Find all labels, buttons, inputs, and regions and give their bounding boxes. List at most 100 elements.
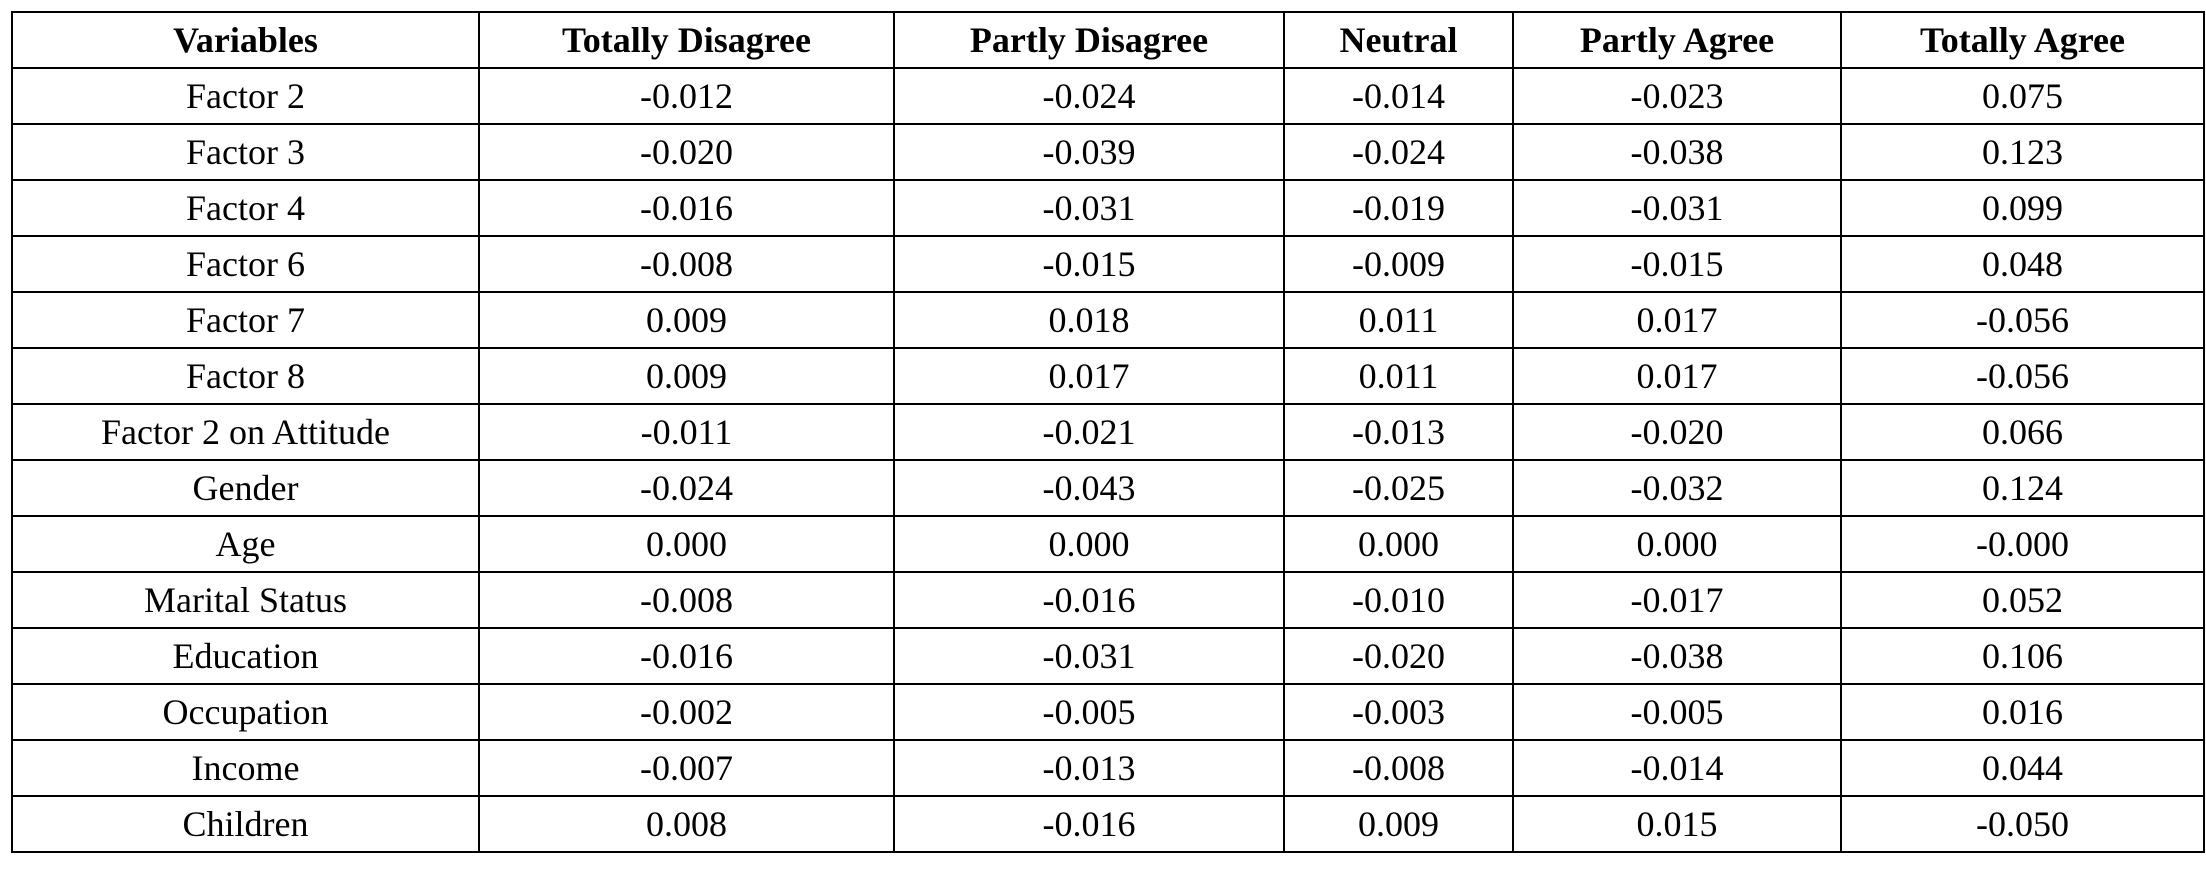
table-cell: -0.038 (1512, 123, 1842, 181)
table-row: Factor 2 on Attitude -0.011 -0.021 -0.013 -0… (11, 403, 2205, 461)
table-cell: -0.031 (893, 179, 1285, 237)
table-cell: -0.009 (1283, 235, 1514, 293)
table-cell: 0.124 (1840, 459, 2205, 517)
table-cell: -0.013 (893, 739, 1285, 797)
table-cell: -0.007 (478, 739, 895, 797)
table-cell: -0.020 (1512, 403, 1842, 461)
table-cell: -0.012 (478, 67, 895, 125)
table-cell: -0.021 (893, 403, 1285, 461)
table-cell: -0.020 (478, 123, 895, 181)
table-cell: 0.066 (1840, 403, 2205, 461)
table-cell: -0.017 (1512, 571, 1842, 629)
table-cell: -0.015 (893, 235, 1285, 293)
row-label: Income (11, 739, 480, 797)
table-cell: 0.008 (478, 795, 895, 853)
table-cell: 0.123 (1840, 123, 2205, 181)
table-row: Income -0.007 -0.013 -0.008 -0.014 0.044 (11, 739, 2205, 797)
table-cell: -0.008 (1283, 739, 1514, 797)
row-label: Factor 6 (11, 235, 480, 293)
table-row: Factor 4 -0.016 -0.031 -0.019 -0.031 0.099 (11, 179, 2205, 237)
table-cell: 0.009 (1283, 795, 1514, 853)
table-cell: -0.024 (893, 67, 1285, 125)
table-cell: -0.024 (1283, 123, 1514, 181)
column-header: Partly Disagree (893, 11, 1285, 69)
table-row: Education -0.016 -0.031 -0.020 -0.038 0.106 (11, 627, 2205, 685)
table-cell: -0.024 (478, 459, 895, 517)
table-cell: -0.003 (1283, 683, 1514, 741)
table-cell: -0.015 (1512, 235, 1842, 293)
table-cell: 0.000 (1283, 515, 1514, 573)
column-header: Partly Agree (1512, 11, 1842, 69)
table-cell: -0.014 (1512, 739, 1842, 797)
table-row: Age 0.000 0.000 0.000 0.000 -0.000 (11, 515, 2205, 573)
table-cell: -0.032 (1512, 459, 1842, 517)
table-cell: -0.011 (478, 403, 895, 461)
table-row: Factor 3 -0.020 -0.039 -0.024 -0.038 0.123 (11, 123, 2205, 181)
row-label: Factor 8 (11, 347, 480, 405)
table-cell: -0.008 (478, 571, 895, 629)
table-cell: 0.106 (1840, 627, 2205, 685)
table-cell: 0.048 (1840, 235, 2205, 293)
table-cell: 0.011 (1283, 291, 1514, 349)
row-label: Children (11, 795, 480, 853)
row-label: Age (11, 515, 480, 573)
table-cell: -0.025 (1283, 459, 1514, 517)
table-cell: 0.017 (1512, 347, 1842, 405)
table-cell: -0.050 (1840, 795, 2205, 853)
table-row: Children 0.008 -0.016 0.009 0.015 -0.050 (11, 795, 2205, 853)
table-cell: -0.005 (893, 683, 1285, 741)
table-cell: 0.017 (1512, 291, 1842, 349)
table-cell: -0.008 (478, 235, 895, 293)
table-cell: -0.043 (893, 459, 1285, 517)
table-row: Marital Status -0.008 -0.016 -0.010 -0.017 0.… (11, 571, 2205, 629)
results-table: Variables Totally Disagree Partly Disagree… (11, 11, 2205, 853)
table-row: Factor 2 -0.012 -0.024 -0.014 -0.023 0.075 (11, 67, 2205, 125)
table-cell: -0.019 (1283, 179, 1514, 237)
table-cell: -0.016 (478, 627, 895, 685)
table-cell: 0.000 (1512, 515, 1842, 573)
table-cell: 0.015 (1512, 795, 1842, 853)
table-row: Factor 8 0.009 0.017 0.011 0.017 -0.056 (11, 347, 2205, 405)
row-label: Occupation (11, 683, 480, 741)
table-row: Factor 6 -0.008 -0.015 -0.009 -0.015 0.048 (11, 235, 2205, 293)
table-cell: 0.011 (1283, 347, 1514, 405)
row-label: Factor 2 on Attitude (11, 403, 480, 461)
table-cell: 0.009 (478, 291, 895, 349)
table-cell: 0.018 (893, 291, 1285, 349)
table-cell: -0.038 (1512, 627, 1842, 685)
table-cell: 0.000 (893, 515, 1285, 573)
column-header: Variables (11, 11, 480, 69)
table-cell: -0.016 (478, 179, 895, 237)
table-cell: 0.016 (1840, 683, 2205, 741)
table-cell: -0.002 (478, 683, 895, 741)
table-cell: -0.000 (1840, 515, 2205, 573)
table-cell: 0.099 (1840, 179, 2205, 237)
column-header: Totally Agree (1840, 11, 2205, 69)
row-label: Factor 4 (11, 179, 480, 237)
table-cell: -0.014 (1283, 67, 1514, 125)
table-cell: -0.013 (1283, 403, 1514, 461)
table-cell: -0.056 (1840, 291, 2205, 349)
table-cell: -0.039 (893, 123, 1285, 181)
table-cell: -0.010 (1283, 571, 1514, 629)
table-cell: -0.031 (893, 627, 1285, 685)
table-cell: 0.000 (478, 515, 895, 573)
row-label: Factor 3 (11, 123, 480, 181)
table-row: Gender -0.024 -0.043 -0.025 -0.032 0.124 (11, 459, 2205, 517)
column-header: Neutral (1283, 11, 1514, 69)
header-row: Variables Totally Disagree Partly Disagree… (11, 11, 2205, 69)
table-cell: -0.016 (893, 795, 1285, 853)
table-cell: -0.016 (893, 571, 1285, 629)
table-row: Occupation -0.002 -0.005 -0.003 -0.005 0.016 (11, 683, 2205, 741)
row-label: Factor 7 (11, 291, 480, 349)
table-row: Factor 7 0.009 0.018 0.011 0.017 -0.056 (11, 291, 2205, 349)
row-label: Gender (11, 459, 480, 517)
table-cell: -0.023 (1512, 67, 1842, 125)
table-cell: 0.075 (1840, 67, 2205, 125)
table-cell: 0.044 (1840, 739, 2205, 797)
table-cell: 0.017 (893, 347, 1285, 405)
table-cell: 0.009 (478, 347, 895, 405)
table-cell: -0.031 (1512, 179, 1842, 237)
row-label: Education (11, 627, 480, 685)
